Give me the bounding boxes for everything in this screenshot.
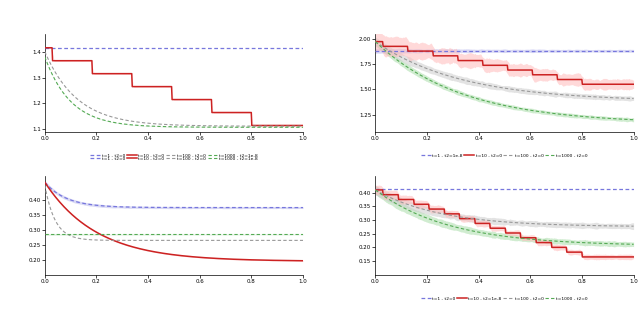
Legend: t=1 - t2=0, t=10 - t2=0, t=100 - t2=0, t=1000 - t2=1e-8: t=1 - t2=0, t=10 - t2=0, t=100 - t2=0, t… — [90, 157, 257, 161]
Legend: t=1 - t2=0, t=10 - t2=1e-8, t=100 - t2=0, t=1000 - t2=0: t=1 - t2=0, t=10 - t2=1e-8, t=100 - t2=0… — [421, 296, 588, 301]
Legend: t=1 - t2=0, t=10 - t2=0, t=100 - t2=0, t=1000 - t2=1e-8: t=1 - t2=0, t=10 - t2=0, t=100 - t2=0, t… — [90, 154, 257, 158]
Legend: t=1 - t2=1e-8, t=10 - t2=0, t=100 - t2=0, t=1000 - t2=0: t=1 - t2=1e-8, t=10 - t2=0, t=100 - t2=0… — [421, 154, 588, 158]
